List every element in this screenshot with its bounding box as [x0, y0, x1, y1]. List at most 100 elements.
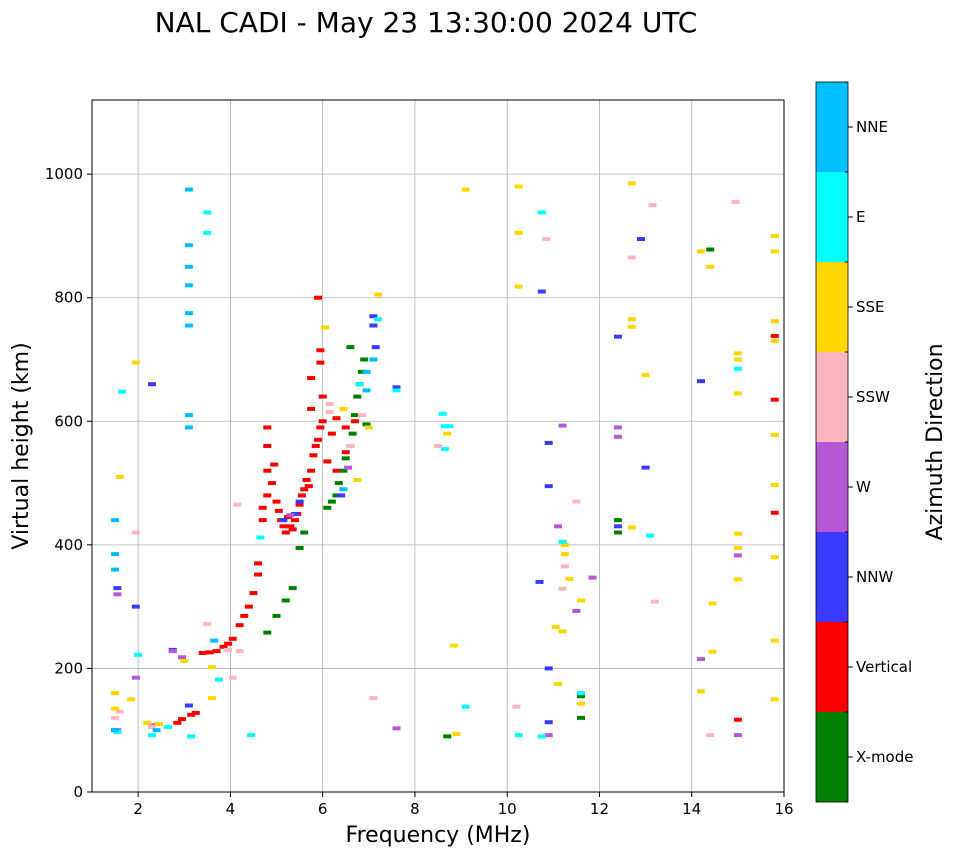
data-point	[240, 613, 249, 618]
data-point	[134, 652, 143, 657]
data-point	[706, 733, 715, 738]
data-point	[154, 722, 163, 727]
data-point	[147, 725, 156, 730]
data-point	[263, 630, 272, 635]
data-point	[318, 419, 327, 424]
colorbar-segment-nnw	[816, 532, 848, 622]
data-point	[627, 317, 636, 322]
y-tick-label: 400	[54, 536, 83, 554]
colorbar-segment-x-mode	[816, 712, 848, 802]
data-point	[438, 411, 447, 416]
data-point	[613, 334, 622, 339]
data-point	[544, 733, 553, 738]
data-point	[184, 311, 193, 316]
colorbar-segment-ssw	[816, 352, 848, 442]
data-point	[544, 720, 553, 725]
data-point	[461, 187, 470, 192]
data-point	[558, 629, 567, 634]
data-point	[341, 450, 350, 455]
data-point	[113, 592, 122, 597]
data-point	[300, 487, 309, 492]
data-point	[341, 456, 350, 461]
data-point	[641, 372, 650, 377]
x-axis-label: Frequency (MHz)	[346, 823, 531, 848]
data-point	[560, 564, 569, 569]
data-point	[295, 502, 304, 507]
data-point	[279, 518, 288, 523]
data-point	[706, 264, 715, 269]
data-point	[514, 733, 523, 738]
data-point	[314, 437, 323, 442]
data-point	[316, 348, 325, 353]
data-point	[733, 733, 742, 738]
y-tick-label: 600	[54, 412, 83, 430]
y-tick-label: 800	[54, 289, 83, 307]
y-axis-ticks: 0 200 400 600 800 1000	[45, 165, 92, 801]
data-point	[187, 734, 196, 739]
colorbar-label: NNE	[856, 118, 888, 136]
data-point	[233, 502, 242, 507]
data-point	[369, 357, 378, 362]
data-point	[210, 638, 219, 643]
data-point	[314, 295, 323, 300]
colorbar-label: X-mode	[856, 748, 913, 766]
data-point	[452, 731, 461, 736]
data-point	[263, 493, 272, 498]
data-point	[627, 324, 636, 329]
data-point	[198, 650, 207, 655]
data-point	[355, 382, 364, 387]
data-point	[627, 525, 636, 530]
data-point	[577, 701, 586, 706]
data-point	[696, 249, 705, 254]
data-point	[577, 691, 586, 696]
data-point	[184, 283, 193, 288]
data-point	[249, 591, 258, 596]
x-axis-ticks: 2 4 6 8 10 12 14 16	[133, 792, 794, 818]
data-point	[184, 413, 193, 418]
data-point	[115, 474, 124, 479]
x-tick-label: 8	[410, 800, 420, 818]
x-tick-label: 14	[682, 800, 701, 818]
data-point	[180, 659, 189, 664]
data-point	[258, 518, 267, 523]
data-point	[325, 401, 334, 406]
data-point	[770, 638, 779, 643]
data-point	[318, 394, 327, 399]
data-point	[706, 247, 715, 252]
data-point	[346, 345, 355, 350]
colorbar-label: E	[856, 208, 865, 226]
data-point	[374, 317, 383, 322]
data-point	[450, 643, 459, 648]
x-tick-label: 2	[133, 800, 143, 818]
data-point	[440, 447, 449, 452]
data-point	[184, 425, 193, 430]
data-point	[177, 717, 186, 722]
x-tick-label: 4	[226, 800, 236, 818]
data-point	[332, 468, 341, 473]
data-point	[364, 425, 373, 430]
data-point	[295, 499, 304, 504]
data-point	[295, 545, 304, 550]
data-point	[307, 406, 316, 411]
data-point	[369, 696, 378, 701]
data-point	[445, 424, 454, 429]
data-point	[733, 366, 742, 371]
data-point	[203, 230, 212, 235]
colorbar-label: SSW	[856, 388, 890, 406]
data-point	[270, 462, 279, 467]
data-point	[263, 444, 272, 448]
data-point	[228, 675, 237, 680]
data-point	[279, 524, 288, 529]
data-point	[770, 338, 779, 343]
colorbar-title: Azimuth Direction	[923, 343, 948, 540]
data-point	[311, 444, 320, 448]
data-point	[627, 181, 636, 186]
data-point	[327, 499, 336, 504]
data-point	[551, 625, 560, 630]
data-point	[650, 599, 659, 604]
data-point	[577, 598, 586, 603]
data-point	[131, 604, 140, 609]
series-sse	[111, 181, 779, 736]
data-point	[770, 555, 779, 560]
data-point	[168, 649, 177, 654]
